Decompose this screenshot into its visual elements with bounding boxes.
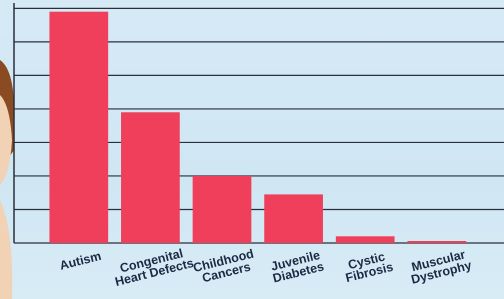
bar (193, 176, 252, 243)
bar (121, 112, 180, 243)
chart: AutismCongenital Heart DefectsChildhood … (0, 0, 504, 299)
neck (0, 200, 12, 299)
bar (264, 194, 323, 243)
person-illustration (0, 60, 14, 299)
bar (49, 12, 108, 243)
